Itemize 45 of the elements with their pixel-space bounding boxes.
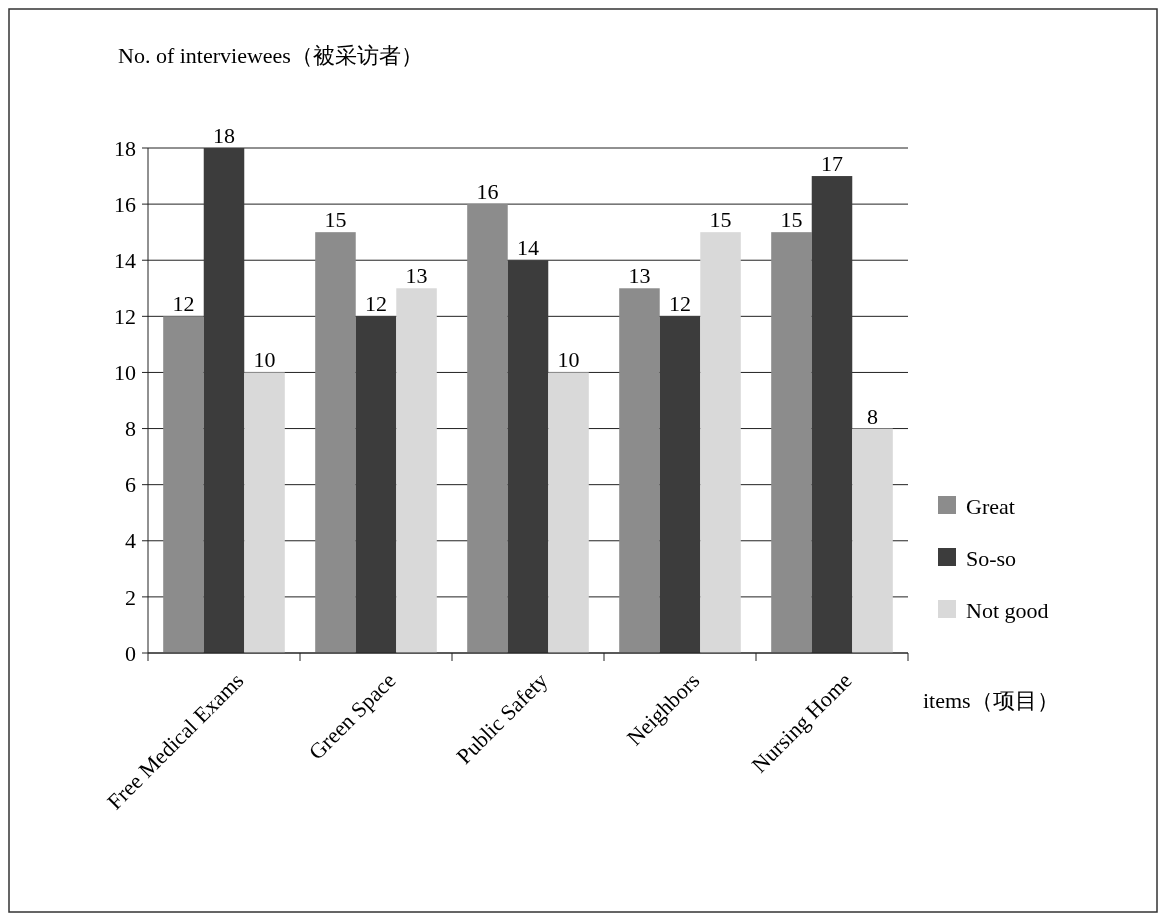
legend-label: Not good: [966, 597, 1049, 623]
legend-label: Great: [966, 493, 1015, 519]
y-tick-label: 6: [125, 472, 136, 498]
y-tick-label: 8: [125, 416, 136, 442]
data-label: 12: [669, 291, 691, 317]
bar: [203, 148, 245, 653]
bar: [244, 372, 285, 653]
bar: [548, 372, 589, 653]
data-label: 18: [213, 123, 235, 148]
bar: [163, 316, 204, 653]
bar: [811, 176, 853, 653]
data-label: 10: [557, 347, 580, 373]
data-label: 15: [709, 207, 732, 233]
bar: [659, 316, 701, 653]
bar: [355, 316, 397, 653]
y-tick-label: 0: [125, 640, 136, 666]
legend-label: So-so: [966, 545, 1017, 571]
bar: [700, 232, 741, 653]
y-tick-label: 16: [114, 191, 136, 217]
data-label: 15: [780, 207, 803, 233]
data-label: 8: [867, 403, 879, 429]
data-label: 17: [821, 151, 843, 177]
y-tick-label: 12: [114, 304, 136, 330]
data-label: 15: [324, 207, 347, 233]
data-label: 13: [628, 263, 651, 289]
y-tick-label: 14: [114, 247, 136, 273]
bar: [852, 428, 893, 653]
bar: [467, 204, 508, 653]
data-label: 16: [476, 179, 499, 205]
y-tick-label: 2: [125, 584, 136, 610]
data-label: 14: [517, 235, 539, 261]
data-label: 13: [405, 263, 428, 289]
data-label: 12: [172, 291, 195, 317]
y-tick-label: 18: [114, 135, 136, 161]
bar: [396, 288, 437, 653]
bar: [771, 232, 812, 653]
bar: [315, 232, 356, 653]
y-axis-title: No. of interviewees（被采访者）: [118, 43, 423, 68]
y-tick-label: 4: [125, 528, 136, 554]
bar: [619, 288, 660, 653]
x-axis-title: items（项目）: [923, 688, 1059, 713]
y-tick-label: 10: [114, 360, 136, 386]
data-label: 10: [253, 347, 276, 373]
bar: [507, 260, 549, 653]
data-label: 12: [365, 291, 387, 317]
